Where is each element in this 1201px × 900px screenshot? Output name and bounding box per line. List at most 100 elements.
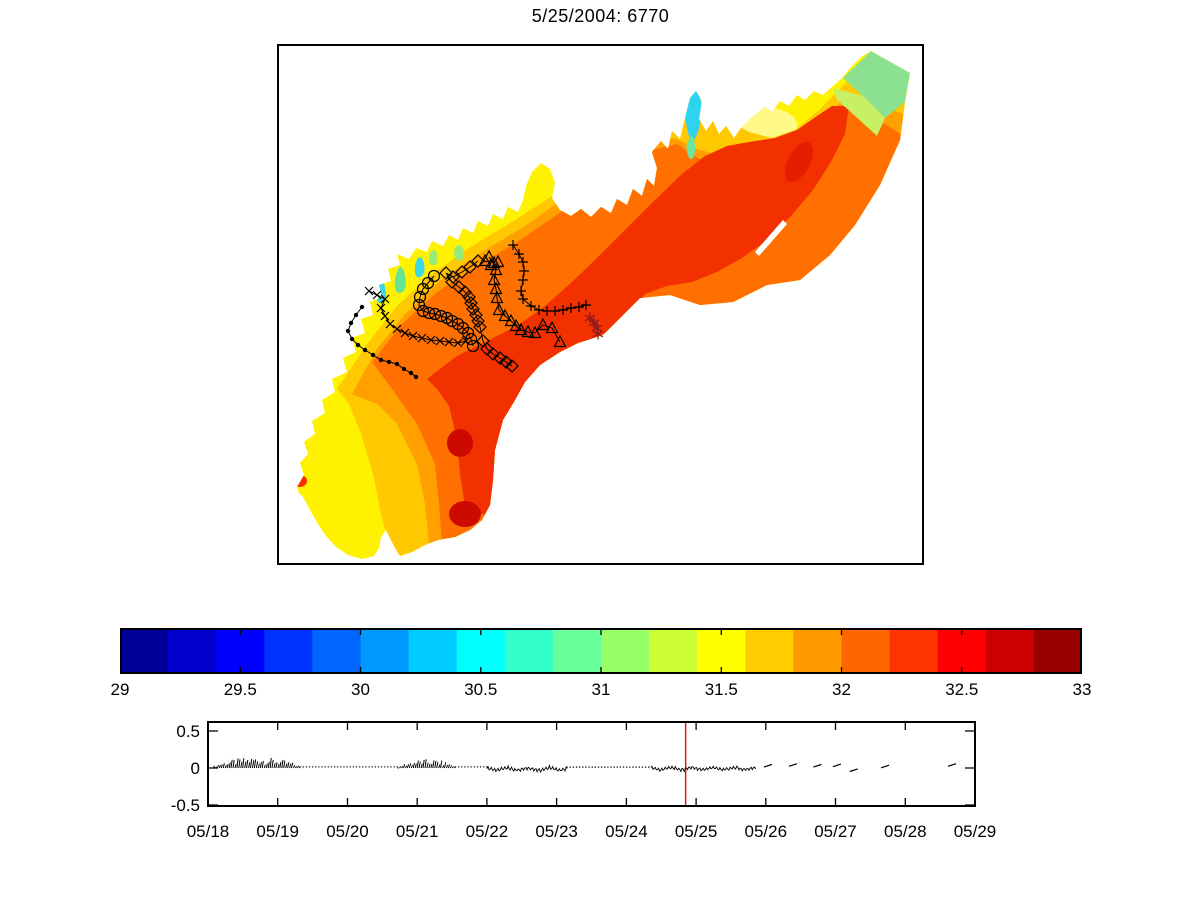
ts-x-tick-label: 05/27 xyxy=(814,822,857,841)
ts-y-tick-label: 0.5 xyxy=(176,722,200,741)
contour-cyan-dot xyxy=(350,327,356,333)
ts-x-tick-label: 05/26 xyxy=(745,822,788,841)
ts-axes-box xyxy=(207,721,976,807)
colorbar-band xyxy=(889,628,939,674)
drifter-plus xyxy=(508,240,591,316)
ts-x-tick-label: 05/29 xyxy=(954,822,997,841)
diamond-marker-icon xyxy=(446,270,460,284)
x-marker-icon xyxy=(400,328,410,338)
x-marker-icon xyxy=(380,294,390,304)
colorbar-band xyxy=(1033,628,1082,674)
diamond-marker-icon xyxy=(463,260,477,274)
asterisk-marker-icon xyxy=(584,312,596,324)
x-marker-icon xyxy=(392,324,402,334)
triangle-marker-icon xyxy=(514,322,528,336)
plus-marker-icon xyxy=(508,240,518,250)
plus-marker-icon xyxy=(518,294,528,304)
diamond-marker-icon xyxy=(466,302,480,316)
ts-x-tick-label: 05/21 xyxy=(396,822,439,841)
drifter-circle-line xyxy=(418,275,474,347)
colorbar-band xyxy=(697,628,746,674)
colorbar-band xyxy=(985,628,1035,674)
plus-marker-icon xyxy=(526,301,536,311)
ts-x-tick-label: 05/25 xyxy=(675,822,718,841)
colorbar-band xyxy=(120,628,169,674)
diamond-marker-icon xyxy=(471,254,485,268)
plus-marker-icon xyxy=(581,300,591,310)
circle-marker-icon xyxy=(412,298,426,312)
drifter-circle xyxy=(412,269,480,353)
contour-dark-red-blob xyxy=(449,501,481,527)
colorbar-band xyxy=(216,628,265,674)
dot-marker-icon xyxy=(359,304,365,310)
map-contours xyxy=(297,51,910,559)
diamond-marker-icon xyxy=(464,296,478,310)
ts-x-tick-label: 05/24 xyxy=(605,822,648,841)
dot-marker-icon xyxy=(370,352,376,358)
asterisk-marker-icon xyxy=(592,328,604,340)
contour-green-inlet-tail xyxy=(686,136,696,160)
colorbar-border xyxy=(120,628,1082,674)
dot-marker-icon xyxy=(353,312,359,318)
colorbar-tick-label: 32 xyxy=(832,680,851,699)
colorbar-band xyxy=(264,628,313,674)
plus-marker-icon xyxy=(550,306,560,316)
ts-ticks xyxy=(207,723,976,806)
diamond-marker-icon xyxy=(473,320,487,334)
dot-marker-icon xyxy=(386,359,392,365)
colorbar-tick-label: 30.5 xyxy=(464,680,498,699)
dot-marker-icon xyxy=(345,328,351,334)
contour-green-coast xyxy=(428,249,438,266)
contour-dark-red-blob xyxy=(447,429,473,457)
diamond-marker-icon xyxy=(480,342,494,356)
circle-marker-icon xyxy=(464,332,478,346)
circle-marker-icon xyxy=(422,306,436,320)
x-marker-icon xyxy=(444,337,454,347)
x-marker-icon xyxy=(453,338,463,348)
diamond-marker-icon xyxy=(486,347,500,361)
triangle-marker-icon xyxy=(498,308,512,322)
colorbar-band xyxy=(312,628,362,674)
x-marker-icon xyxy=(380,311,390,321)
ts-x-tick-label: 05/28 xyxy=(884,822,927,841)
colorbar-band xyxy=(504,628,554,674)
contour-map xyxy=(277,44,924,565)
colorbar-band xyxy=(456,628,506,674)
drifter-diamond xyxy=(439,254,519,373)
ts-y-tick-label: 0 xyxy=(191,759,200,778)
colorbar-band xyxy=(360,628,410,674)
x-marker-icon xyxy=(426,335,436,345)
circle-marker-icon xyxy=(466,339,480,353)
drifter-dots xyxy=(345,304,419,380)
circle-marker-icon xyxy=(461,326,475,340)
triangle-marker-icon xyxy=(528,325,542,339)
colorbar-tick-labels: 29 29.5 30 30.5 31 31.5 32 32.5 33 xyxy=(111,680,1092,704)
plus-marker-icon xyxy=(566,303,576,313)
plus-marker-icon xyxy=(518,257,528,267)
colorbar-tick-label: 29 xyxy=(110,680,130,699)
dot-marker-icon xyxy=(394,361,400,367)
diamond-marker-icon xyxy=(499,355,513,369)
colorbar-band xyxy=(408,628,458,674)
diamond-marker-icon xyxy=(471,314,485,328)
circle-marker-icon xyxy=(427,269,441,283)
triangle-marker-icon xyxy=(478,253,492,267)
colorbar-band xyxy=(841,628,891,674)
colorbar-band xyxy=(793,628,843,674)
x-marker-icon xyxy=(435,336,445,346)
colorbar-band xyxy=(168,628,217,674)
ts-y-tick-label: -0.5 xyxy=(171,796,200,815)
colorbar-band xyxy=(937,628,987,674)
contour-green-west xyxy=(297,400,314,426)
contour-cyan-inlet xyxy=(684,89,702,141)
diamond-marker-icon xyxy=(469,308,483,322)
contour-green-sliver xyxy=(454,245,464,261)
contour-red-sw-tip xyxy=(297,475,307,487)
ts-signal xyxy=(211,757,957,774)
dot-marker-icon xyxy=(401,366,407,372)
plus-marker-icon xyxy=(516,286,526,296)
contour-dark-orange xyxy=(372,104,910,559)
triangle-marker-icon xyxy=(545,320,559,334)
dot-marker-icon xyxy=(362,347,368,353)
